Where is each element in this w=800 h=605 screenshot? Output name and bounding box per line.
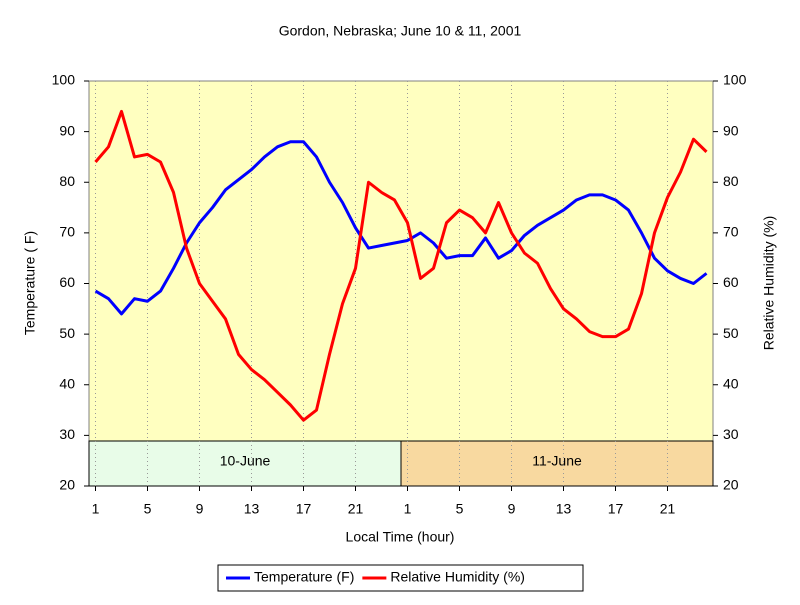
y-tick-label: 40 xyxy=(59,375,75,391)
day-label: 11-June xyxy=(532,453,582,469)
y-tick-label: 60 xyxy=(59,274,75,290)
y2-tick-label: 60 xyxy=(723,274,739,290)
y2-tick-label: 90 xyxy=(723,122,739,138)
x-tick-label: 5 xyxy=(456,501,464,517)
x-tick-label: 17 xyxy=(296,501,312,517)
y2-tick-label: 100 xyxy=(723,72,747,88)
x-tick-label: 1 xyxy=(92,501,100,517)
y-tick-label: 100 xyxy=(52,72,76,88)
plot-area xyxy=(88,80,714,487)
x-tick-label: 17 xyxy=(608,501,624,517)
y2-axis-label: Relative Humidity (%) xyxy=(761,216,777,351)
x-tick-label: 5 xyxy=(144,501,152,517)
y-tick-label: 30 xyxy=(59,426,75,442)
x-tick-label: 13 xyxy=(556,501,572,517)
y2-tick-label: 50 xyxy=(723,325,739,341)
x-tick-label: 9 xyxy=(196,501,204,517)
series-line xyxy=(94,140,708,316)
y2-tick-label: 70 xyxy=(723,224,739,240)
x-tick-label: 21 xyxy=(348,501,364,517)
legend xyxy=(217,564,584,592)
day-label: 10-June xyxy=(220,453,271,469)
y-tick-label: 80 xyxy=(59,173,75,189)
chart-title: Gordon, Nebraska; June 10 & 11, 2001 xyxy=(279,23,522,39)
y2-tick-label: 30 xyxy=(723,426,739,442)
x-tick-label: 9 xyxy=(508,501,516,517)
legend-label: Temperature (F) xyxy=(254,569,354,585)
series-line xyxy=(94,109,708,422)
x-tick-label: 1 xyxy=(404,501,412,517)
y-tick-label: 50 xyxy=(59,325,75,341)
day-box xyxy=(88,440,402,487)
legend-label: Relative Humidity (%) xyxy=(390,569,525,585)
y2-tick-label: 40 xyxy=(723,375,739,391)
x-tick-label: 21 xyxy=(660,501,676,517)
y-axis-label: Temperature ( F) xyxy=(22,231,38,335)
y2-tick-label: 20 xyxy=(723,477,739,493)
x-tick-label: 13 xyxy=(244,501,260,517)
day-box xyxy=(400,440,714,487)
y-tick-label: 70 xyxy=(59,224,75,240)
y-tick-label: 90 xyxy=(59,122,75,138)
y2-tick-label: 80 xyxy=(723,173,739,189)
y-tick-label: 20 xyxy=(59,477,75,493)
x-axis-label: Local Time (hour) xyxy=(346,529,455,545)
